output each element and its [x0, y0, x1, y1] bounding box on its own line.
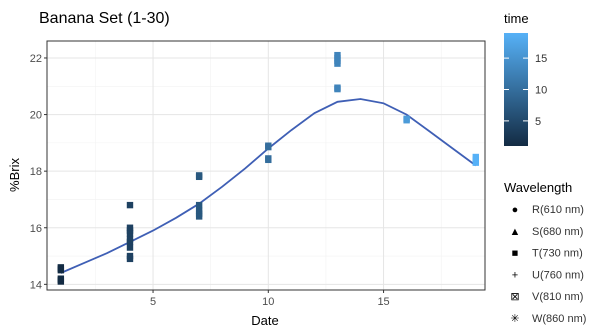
data-point [472, 153, 479, 161]
y-tick-label: 18 [30, 166, 42, 178]
shape-legend-label: U(760 nm) [532, 269, 584, 281]
data-point [57, 264, 65, 271]
x-axis-label: Date [251, 313, 278, 328]
data-point [265, 155, 272, 162]
x-tick-label: 5 [150, 296, 156, 308]
shape-legend-symbol: + [512, 269, 518, 281]
y-axis-label: %Brix [7, 158, 22, 192]
data-point [126, 201, 134, 209]
panel-border [46, 40, 486, 291]
data-point [334, 51, 341, 59]
shape-legend-symbol: ▲ [510, 226, 521, 238]
data-point [195, 207, 203, 214]
color-legend-title: time [504, 11, 529, 26]
data-point [195, 201, 203, 209]
data-point [195, 172, 203, 179]
data-point [126, 244, 134, 251]
data-point [126, 252, 134, 260]
shape-legend-symbol: ● [512, 204, 519, 216]
colorbar-tick-label: 15 [535, 53, 547, 65]
data-point [334, 84, 341, 91]
x-tick-label: 15 [377, 296, 389, 308]
x-tick-label: 10 [262, 296, 274, 308]
color-legend: time 5 10 15 [504, 11, 547, 146]
y-tick-label: 22 [30, 53, 42, 65]
x-axis-ticks: 5 10 15 [150, 290, 390, 308]
y-tick-label: 14 [30, 279, 42, 291]
shape-legend-label: T(730 nm) [532, 248, 583, 260]
y-tick-label: 20 [30, 110, 42, 122]
shape-legend: Wavelength ● R(610 nm) ▲ S(680 nm) ■ T(730 nm… [504, 180, 586, 325]
data-point [57, 275, 65, 282]
data-point [265, 142, 272, 149]
shape-legend-label: W(860 nm) [532, 313, 586, 325]
data-point [126, 235, 134, 243]
shape-legend-label: S(680 nm) [532, 226, 583, 238]
shape-legend-label: V(810 nm) [532, 291, 583, 303]
data-point [403, 115, 410, 123]
shape-legend-symbol: ✳ [510, 313, 519, 325]
plot-panel [46, 40, 486, 291]
data-point [126, 224, 134, 231]
y-axis-ticks: 14 16 18 20 22 [30, 53, 47, 291]
panel-background [47, 41, 485, 290]
y-tick-label: 16 [30, 223, 42, 235]
shape-legend-title: Wavelength [504, 180, 572, 195]
shape-legend-label: R(610 nm) [532, 204, 584, 216]
colorbar-tick-label: 5 [535, 116, 541, 128]
colorbar-tick-label: 10 [535, 85, 547, 97]
shape-legend-symbol: ■ [512, 248, 519, 260]
chart-title: Banana Set (1-30) [39, 10, 170, 27]
shape-legend-symbol: ⊠ [510, 291, 519, 303]
